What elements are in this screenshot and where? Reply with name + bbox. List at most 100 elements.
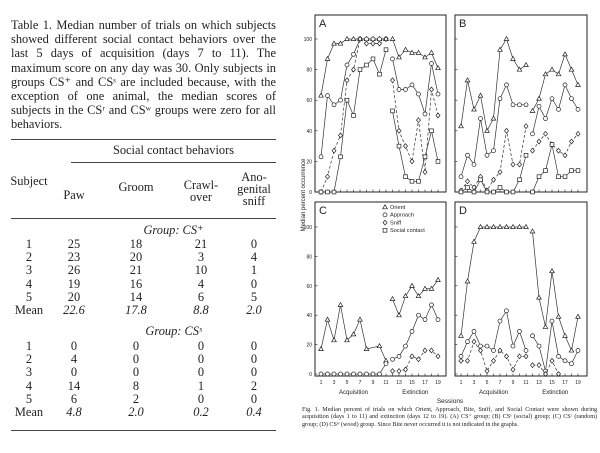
diamond-marker [478, 347, 483, 354]
triangle-marker [435, 276, 441, 282]
y-tick-label: 0 [309, 190, 312, 196]
square-marker [484, 189, 490, 195]
diamond-marker [416, 356, 421, 363]
square-marker [517, 177, 522, 183]
series-line-approach [460, 83, 526, 177]
table-cell: 0 [132, 339, 140, 353]
triangle-marker [318, 92, 324, 98]
diamond-marker [403, 143, 408, 150]
table-cell: 20 [129, 250, 143, 265]
x-tick-label: 1 [320, 380, 323, 386]
diamond-marker [562, 152, 568, 159]
x-tick-label: 3 [473, 380, 476, 386]
circle-marker [543, 116, 548, 121]
circle-marker [364, 36, 369, 42]
circle-marker [370, 36, 376, 42]
circle-marker [562, 82, 568, 88]
circle-marker [422, 317, 428, 322]
diamond-marker [569, 138, 574, 145]
diamond-marker [523, 353, 529, 360]
series-line-sniff [461, 340, 526, 372]
square-marker [497, 185, 503, 190]
circle-marker [575, 107, 581, 112]
table-cell: 4 [250, 250, 258, 265]
diamond-marker [409, 158, 415, 165]
legend-item: Social contact [382, 228, 425, 234]
table-cell: 6 [70, 391, 78, 406]
triangle-marker [555, 71, 562, 77]
diamond-marker [325, 173, 330, 180]
triangle-marker [510, 55, 516, 61]
square-marker [575, 168, 581, 173]
diamond-marker [422, 347, 428, 354]
diamond-marker [338, 132, 343, 139]
circle-marker [344, 62, 350, 68]
triangle-marker [575, 81, 581, 87]
circle-marker [344, 371, 350, 377]
triangle-marker [409, 49, 415, 55]
diamond-marker [396, 127, 402, 134]
panel-label: C [319, 205, 327, 217]
x-tick-label: 17 [562, 380, 568, 386]
panel-label: D [459, 205, 467, 217]
table-cell: 2 [25, 352, 33, 367]
diamond-marker [510, 366, 516, 373]
diamond-marker [556, 147, 561, 154]
square-marker [556, 174, 561, 179]
table-cell: 20 [67, 289, 81, 304]
triangle-marker [389, 295, 396, 301]
triangle-marker [549, 66, 555, 72]
table-cell: 0 [250, 339, 258, 353]
y-tick-label: 80 [306, 68, 312, 74]
circle-marker [517, 329, 522, 334]
x-tick-label: 11 [523, 380, 528, 386]
group-label: Group: CS⁺ [143, 223, 204, 237]
circle-marker [435, 317, 441, 322]
triangle-marker [337, 301, 344, 307]
legend-item: Orient [382, 204, 406, 211]
table-cell: 26 [67, 263, 81, 278]
circle-marker [377, 36, 382, 42]
square-marker [435, 159, 441, 164]
triangle-marker [337, 40, 344, 46]
circle-marker [530, 333, 535, 339]
triangle-marker [422, 54, 428, 60]
mean-value: 4.8 [66, 405, 82, 419]
square-marker [543, 168, 548, 173]
circle-marker [429, 302, 434, 308]
circle-marker [435, 91, 441, 97]
triangle-marker [503, 223, 510, 229]
spanner-rule [71, 162, 276, 163]
diamond-marker [491, 357, 496, 364]
circle-marker [382, 212, 388, 218]
mean-label: Mean [14, 405, 44, 419]
square-marker [429, 128, 434, 134]
mean-value: 8.8 [193, 303, 209, 317]
triangle-marker [484, 127, 490, 133]
circle-marker [403, 343, 408, 349]
triangle-marker [523, 223, 529, 229]
x-tick-label: 3 [333, 380, 336, 386]
circle-marker [517, 102, 522, 108]
circle-marker [549, 96, 555, 102]
triangle-marker [402, 46, 409, 52]
diamond-marker [396, 368, 402, 375]
top-rule [11, 139, 276, 140]
legend-item: Approach [382, 212, 414, 219]
triangle-marker [536, 294, 542, 300]
table-cell: 0 [70, 365, 78, 380]
panel-frame [454, 201, 588, 377]
triangle-marker [575, 313, 581, 319]
square-marker [344, 97, 350, 103]
diamond-marker [530, 147, 535, 154]
triangle-marker [402, 292, 409, 299]
triangle-marker [344, 35, 350, 41]
table-cell: 0 [197, 391, 205, 406]
circle-marker [370, 371, 376, 377]
mean-value: 17.8 [125, 303, 147, 317]
square-marker [530, 189, 535, 195]
circle-marker [357, 371, 363, 377]
triangle-marker [409, 282, 415, 288]
circle-marker [575, 348, 581, 353]
legend-label: Sniff [390, 220, 402, 226]
